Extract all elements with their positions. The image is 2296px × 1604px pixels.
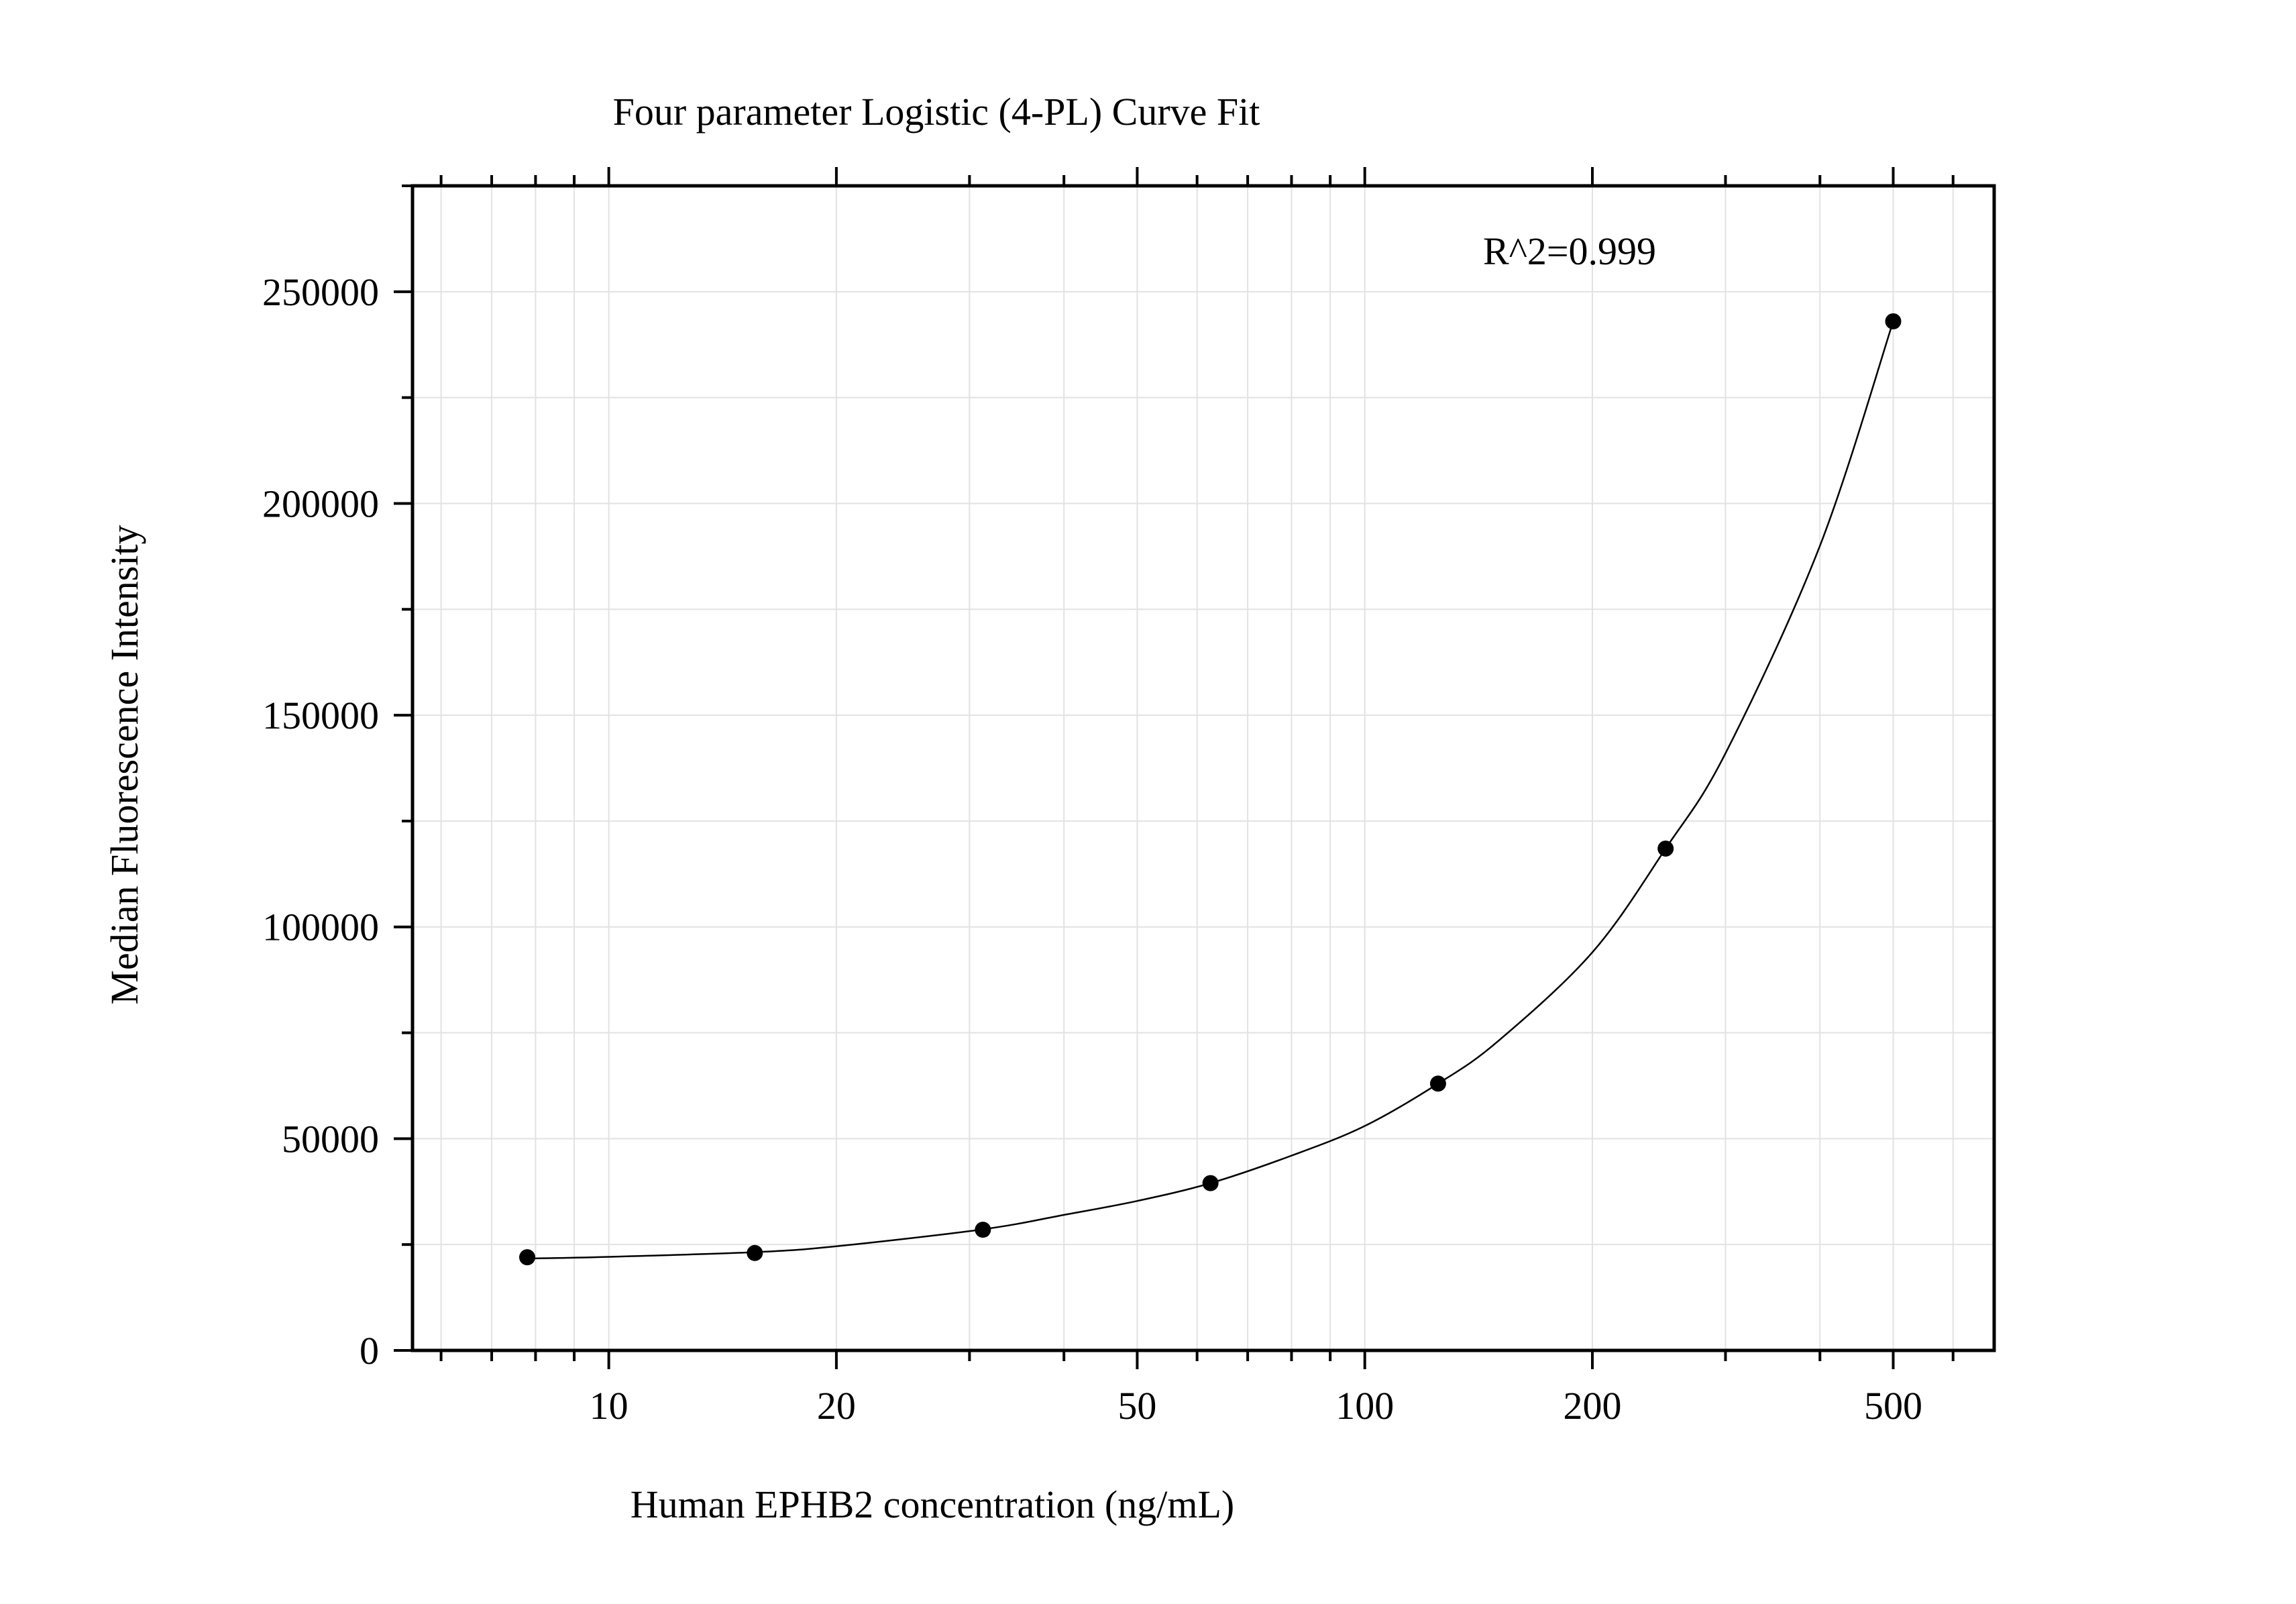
data-point bbox=[975, 1222, 991, 1238]
y-tick-label: 250000 bbox=[262, 270, 379, 314]
data-points bbox=[519, 313, 1901, 1265]
data-point bbox=[747, 1245, 763, 1261]
r-squared-annotation: R^2=0.999 bbox=[1483, 229, 1656, 273]
chart-title: Four parameter Logistic (4-PL) Curve Fit bbox=[613, 90, 1260, 133]
x-tick-label: 20 bbox=[817, 1384, 856, 1428]
y-tick-label: 0 bbox=[360, 1329, 379, 1373]
axes bbox=[394, 167, 1994, 1369]
x-tick-label: 200 bbox=[1563, 1384, 1621, 1428]
x-tick-label: 100 bbox=[1335, 1384, 1394, 1428]
y-tick-label: 200000 bbox=[262, 482, 379, 525]
data-point bbox=[1885, 313, 1901, 329]
x-tick-label: 10 bbox=[590, 1384, 628, 1428]
plot-frame bbox=[413, 186, 1994, 1350]
x-axis-label: Human EPHB2 concentration (ng/mL) bbox=[631, 1483, 1234, 1526]
data-point bbox=[1203, 1175, 1219, 1191]
fit-curve bbox=[527, 321, 1893, 1259]
data-point bbox=[519, 1249, 535, 1265]
y-tick-label: 150000 bbox=[262, 694, 379, 737]
y-axis-label: Median Fluorescence Intensity bbox=[103, 525, 146, 1004]
x-tick-label: 50 bbox=[1117, 1384, 1156, 1428]
y-tick-label: 100000 bbox=[262, 906, 379, 949]
grid bbox=[413, 186, 1994, 1350]
y-tick-label: 50000 bbox=[282, 1117, 379, 1161]
data-point bbox=[1430, 1075, 1446, 1091]
x-tick-label: 500 bbox=[1864, 1384, 1922, 1428]
fit-curve-layer bbox=[527, 321, 1893, 1259]
data-point bbox=[1657, 841, 1674, 857]
